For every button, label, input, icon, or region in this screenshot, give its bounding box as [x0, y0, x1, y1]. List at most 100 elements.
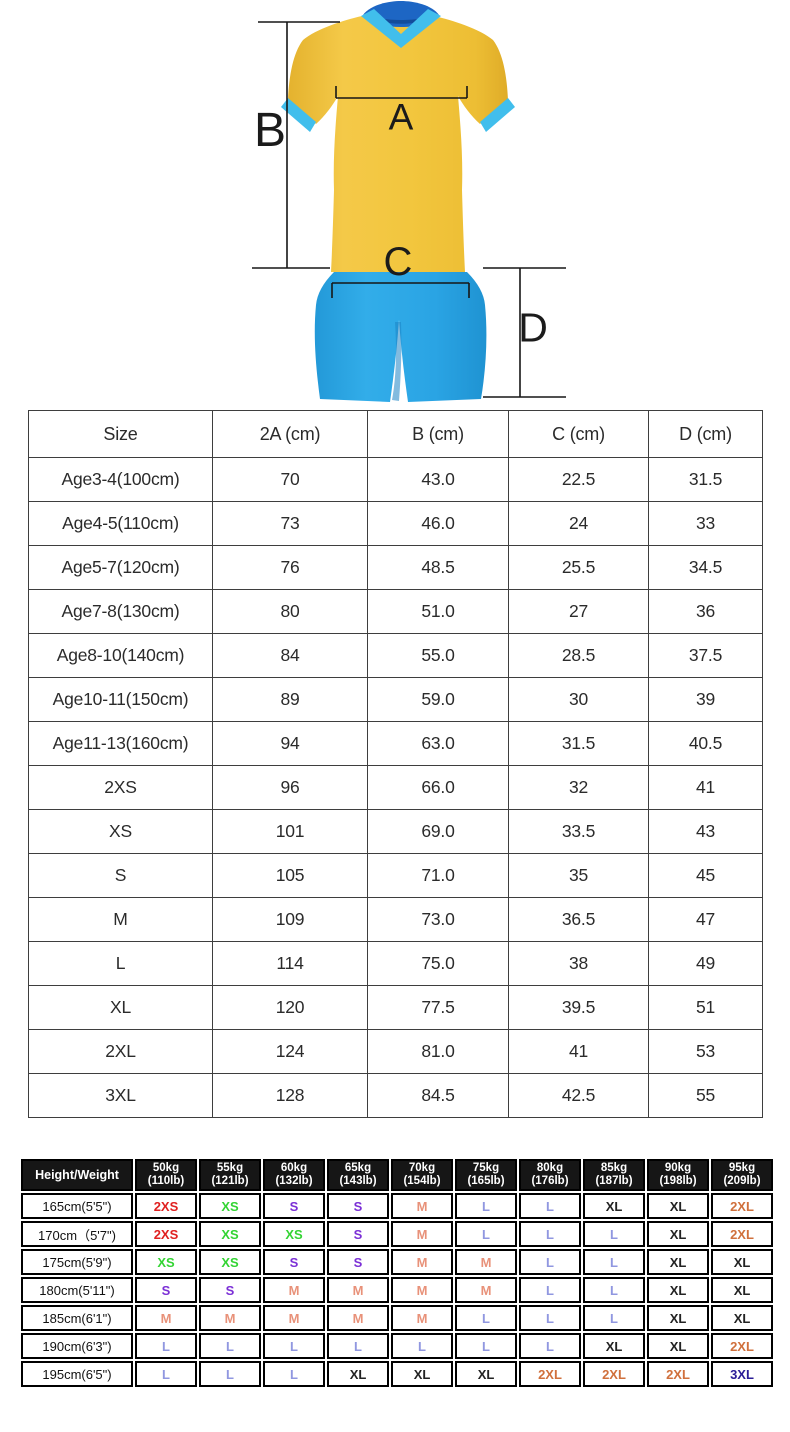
- measurement-value-cell: 35: [508, 853, 649, 898]
- recommended-size-cell: XS: [263, 1221, 325, 1248]
- fit-table-row: 195cm(6'5") L L L XL XL XL 2XL 2XL 2XL 3XL: [21, 1361, 773, 1388]
- recommended-size-cell: L: [583, 1221, 645, 1248]
- recommended-size-cell: M: [263, 1305, 325, 1332]
- measurement-value-cell: 69.0: [367, 809, 509, 854]
- collar-v-trim: [361, 9, 441, 48]
- recommended-size-cell: XS: [199, 1193, 261, 1220]
- measurement-value-cell: 37.5: [648, 633, 763, 678]
- height-label-cell: 190cm(6'3"): [21, 1333, 133, 1360]
- recommended-size-cell: L: [135, 1333, 197, 1360]
- weight-kg-label: 85kg: [600, 1162, 628, 1174]
- measurement-value-cell: 46.0: [367, 501, 509, 546]
- measurement-value-cell: 71.0: [367, 853, 509, 898]
- recommended-size-cell: XL: [455, 1361, 517, 1388]
- size-table-row: Age3-4(100cm) 70 43.0 22.5 31.5: [28, 457, 763, 502]
- size-label-cell: M: [28, 897, 213, 942]
- recommended-size-cell: M: [391, 1221, 453, 1248]
- height-label-cell: 180cm(5'11"): [21, 1277, 133, 1304]
- measurement-value-cell: 101: [212, 809, 368, 854]
- recommended-size-cell: L: [135, 1361, 197, 1388]
- recommended-size-cell: L: [583, 1249, 645, 1276]
- height-label-cell: 185cm(6'1"): [21, 1305, 133, 1332]
- recommended-size-cell: S: [199, 1277, 261, 1304]
- recommended-size-cell: M: [263, 1277, 325, 1304]
- right-cuff: [480, 98, 515, 132]
- measurement-value-cell: 63.0: [367, 721, 509, 766]
- measurement-value-cell: 34.5: [648, 545, 763, 590]
- weight-lb-label: (209lb): [723, 1175, 761, 1188]
- measurement-value-cell: 55: [648, 1073, 763, 1118]
- fit-table-row: 175cm(5'9") XS XS S S M M L L XL XL: [21, 1249, 773, 1276]
- measurement-value-cell: 84: [212, 633, 368, 678]
- weight-column-header: 65kg (143lb): [327, 1159, 389, 1192]
- fit-table-body: 165cm(5'5") 2XS XS S S M L L XL XL 2XL 170cm（5'7") 2…: [21, 1193, 773, 1388]
- height-label-cell: 175cm(5'9"): [21, 1249, 133, 1276]
- size-label-cell: Age3-4(100cm): [28, 457, 213, 502]
- jersey-body: [288, 16, 508, 272]
- weight-column-header: 70kg (154lb): [391, 1159, 453, 1192]
- recommended-size-cell: XS: [199, 1221, 261, 1248]
- weight-column-header: 90kg (198lb): [647, 1159, 709, 1192]
- measurement-value-cell: 75.0: [367, 941, 509, 986]
- recommended-size-cell: M: [391, 1193, 453, 1220]
- measurement-value-cell: 41: [508, 1029, 649, 1074]
- recommended-size-cell: S: [263, 1249, 325, 1276]
- left-cuff: [281, 98, 316, 132]
- recommended-size-cell: 2XL: [711, 1221, 773, 1248]
- size-table-row: S 105 71.0 35 45: [28, 853, 763, 898]
- recommended-size-cell: S: [327, 1221, 389, 1248]
- measurement-value-cell: 80: [212, 589, 368, 634]
- weight-kg-label: 70kg: [408, 1162, 436, 1174]
- size-table-row: 3XL 128 84.5 42.5 55: [28, 1073, 763, 1118]
- measurement-value-cell: 59.0: [367, 677, 509, 722]
- height-weight-corner-header: Height/Weight: [21, 1159, 133, 1192]
- recommended-size-cell: XL: [647, 1221, 709, 1248]
- measurement-letter-c: C: [383, 240, 413, 284]
- measurement-value-cell: 49: [648, 941, 763, 986]
- measurement-value-cell: 89: [212, 677, 368, 722]
- measurement-value-cell: 33: [648, 501, 763, 546]
- size-label-cell: 2XS: [28, 765, 213, 810]
- weight-column-header: 50kg (110lb): [135, 1159, 197, 1192]
- measurement-value-cell: 39: [648, 677, 763, 722]
- size-label-cell: 2XL: [28, 1029, 213, 1074]
- weight-kg-label: 65kg: [344, 1162, 372, 1174]
- jersey-graphic: [252, 1, 566, 402]
- measurement-value-cell: 22.5: [508, 457, 649, 502]
- measurement-value-cell: 42.5: [508, 1073, 649, 1118]
- size-table-row: 2XS 96 66.0 32 41: [28, 765, 763, 810]
- size-label-cell: Age11-13(160cm): [28, 721, 213, 766]
- measurement-value-cell: 36.5: [508, 897, 649, 942]
- weight-kg-label: 75kg: [472, 1162, 500, 1174]
- weight-lb-label: (165lb): [467, 1175, 505, 1188]
- measurement-value-cell: 27: [508, 589, 649, 634]
- recommended-size-cell: L: [583, 1305, 645, 1332]
- recommended-size-cell: XL: [711, 1305, 773, 1332]
- weight-column-header: 85kg (187lb): [583, 1159, 645, 1192]
- size-table-row: XS 101 69.0 33.5 43: [28, 809, 763, 854]
- recommended-size-cell: L: [519, 1193, 581, 1220]
- fit-table-row: 165cm(5'5") 2XS XS S S M L L XL XL 2XL: [21, 1193, 773, 1220]
- recommended-size-cell: XL: [391, 1361, 453, 1388]
- size-label-cell: Age7-8(130cm): [28, 589, 213, 634]
- recommended-size-cell: 2XL: [583, 1361, 645, 1388]
- size-label-cell: Age8-10(140cm): [28, 633, 213, 678]
- measurement-value-cell: 45: [648, 853, 763, 898]
- shorts-shadow: [392, 322, 402, 401]
- recommended-size-cell: M: [135, 1305, 197, 1332]
- size-table-row: Age10-11(150cm) 89 59.0 30 39: [28, 677, 763, 722]
- measurement-value-cell: 76: [212, 545, 368, 590]
- recommended-size-cell: S: [327, 1249, 389, 1276]
- measurement-lines: [252, 21, 566, 398]
- measurement-letter-d: D: [518, 304, 548, 351]
- weight-lb-label: (176lb): [531, 1175, 569, 1188]
- recommended-size-cell: S: [327, 1193, 389, 1220]
- recommended-size-cell: L: [455, 1333, 517, 1360]
- size-column-header: Size: [28, 410, 213, 458]
- recommended-size-cell: 2XL: [647, 1361, 709, 1388]
- measurement-value-cell: 25.5: [508, 545, 649, 590]
- weight-kg-label: 60kg: [280, 1162, 308, 1174]
- measurement-value-cell: 105: [212, 853, 368, 898]
- size-table-body: Age3-4(100cm) 70 43.0 22.5 31.5 Age4-5(110cm)…: [28, 457, 763, 1118]
- measurement-value-cell: 66.0: [367, 765, 509, 810]
